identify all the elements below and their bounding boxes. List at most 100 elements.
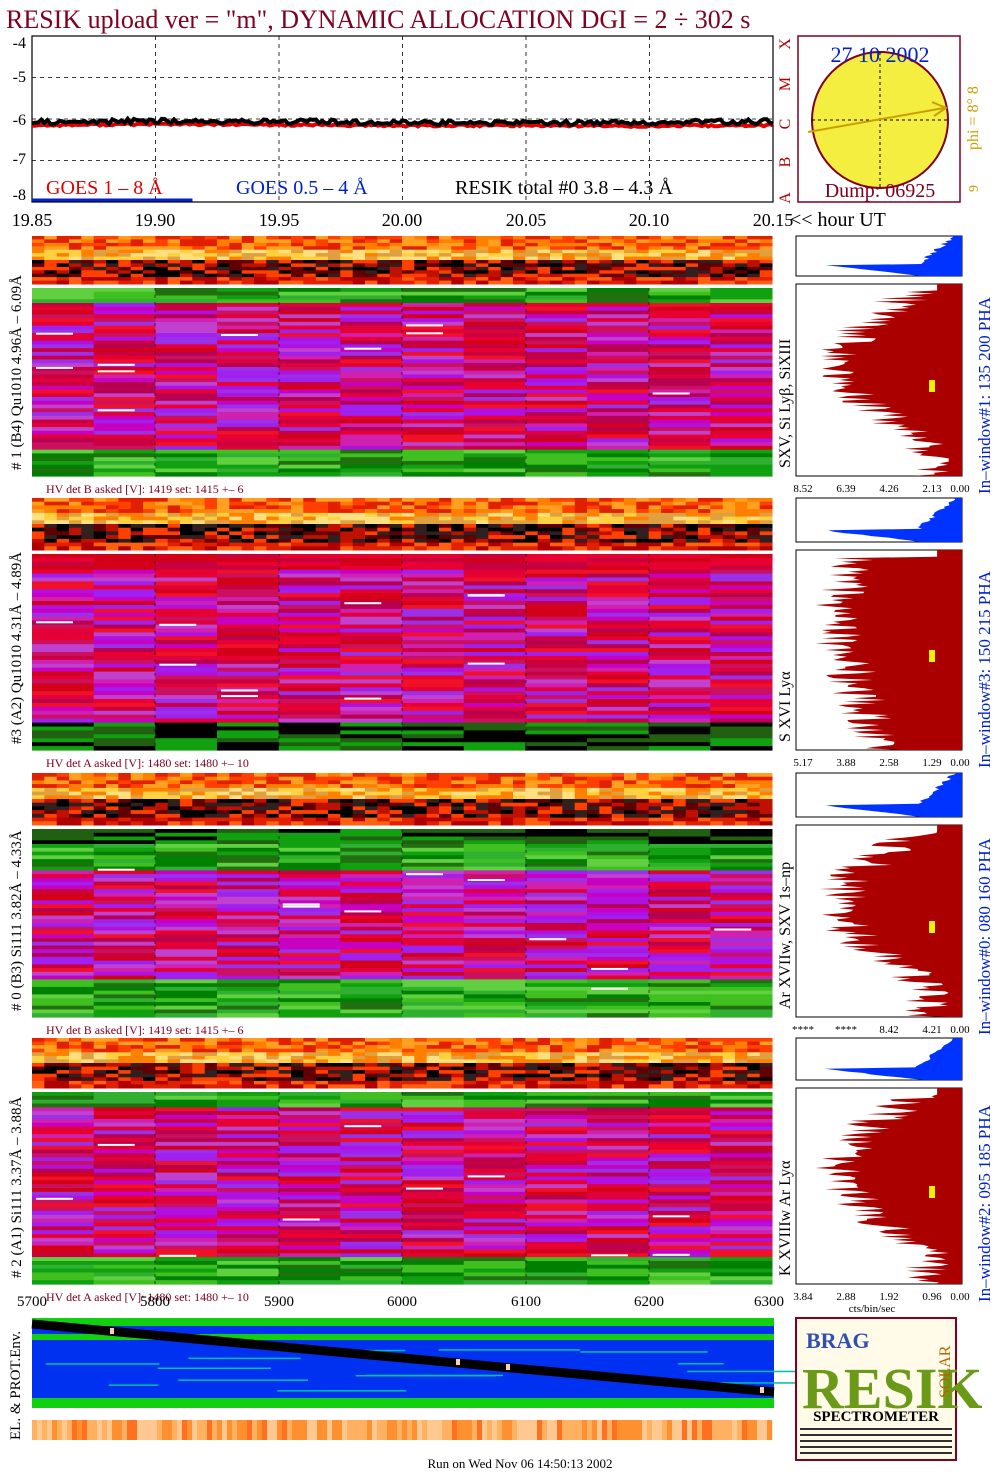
heat-cell	[266, 795, 279, 799]
spectrum-cell	[32, 998, 94, 1002]
heat-cell	[340, 803, 353, 807]
heat-cell	[698, 821, 711, 825]
spectrum-cell	[402, 644, 464, 649]
heat-cell	[118, 806, 131, 810]
heat-cell	[636, 806, 649, 810]
heat-cell	[254, 243, 267, 247]
heat-cell	[217, 792, 230, 796]
heat-cell	[488, 1045, 501, 1049]
spectrum-cell	[217, 668, 279, 673]
heat-cell	[686, 1063, 699, 1067]
heat-cell	[599, 539, 612, 543]
spectrum-cell	[340, 363, 402, 367]
heat-cell	[69, 810, 82, 814]
heat-cell	[575, 1049, 588, 1053]
spectrum-cell	[32, 719, 94, 724]
spectrum-cell	[217, 617, 279, 622]
spectrum-cell	[279, 848, 341, 852]
heat-cell	[439, 821, 452, 825]
heat-cell	[747, 788, 760, 792]
spectrum-cell	[464, 893, 526, 897]
heat-cell	[155, 1049, 168, 1053]
heat-cell	[464, 799, 477, 803]
spectrum-cell	[279, 923, 341, 927]
spectrum-cell	[94, 703, 156, 708]
heat-cell	[229, 502, 242, 506]
spectrum-cell	[402, 344, 464, 348]
heat-cell	[118, 513, 131, 517]
heat-cell	[217, 270, 230, 274]
heat-cell	[439, 1038, 452, 1042]
heat-cell	[365, 1042, 378, 1046]
upper-strip	[32, 236, 773, 285]
heat-cell	[118, 777, 131, 781]
heat-cell	[303, 1042, 316, 1046]
heat-cell	[599, 1063, 612, 1067]
spectrum-cell	[94, 420, 156, 424]
spectrum-cell	[649, 885, 711, 889]
heat-cell	[32, 257, 45, 261]
heat-cell	[44, 502, 57, 506]
spectrum-cell	[217, 326, 279, 330]
spectrum-cell	[155, 344, 217, 348]
heat-cell	[44, 267, 57, 271]
spectrum-cell	[587, 314, 649, 318]
spectrum-cell	[32, 416, 94, 420]
spectrum-cell	[464, 837, 526, 841]
spectrum-cell	[587, 1006, 649, 1010]
heat-cell	[451, 524, 464, 528]
heat-cell	[760, 818, 773, 822]
heat-cell	[698, 236, 711, 240]
heat-cell	[81, 1042, 94, 1046]
heat-cell	[180, 821, 193, 825]
heat-cell	[550, 239, 563, 243]
spectrum-cell	[464, 371, 526, 375]
spectrum-cell	[649, 621, 711, 626]
heat-cell	[451, 803, 464, 807]
spectrum-cell	[525, 570, 587, 575]
heat-cell	[390, 821, 403, 825]
heat-cell	[118, 250, 131, 254]
bright-line	[406, 332, 443, 334]
heat-cell	[217, 524, 230, 528]
heat-cell	[760, 821, 773, 825]
spectrum-cell	[279, 746, 341, 751]
heat-cell	[131, 513, 144, 517]
heat-cell	[377, 246, 390, 250]
heat-cell	[131, 524, 144, 528]
heat-cell	[636, 498, 649, 502]
heat-cell	[402, 505, 415, 509]
heat-cell	[525, 528, 538, 532]
spectrum-cell	[155, 589, 217, 594]
heat-cell	[131, 803, 144, 807]
heat-cell	[303, 263, 316, 267]
heat-cell	[562, 539, 575, 543]
heat-cell	[760, 799, 773, 803]
heat-cell	[673, 277, 686, 281]
heat-cell	[353, 509, 366, 513]
heat-cell	[501, 1052, 514, 1056]
heat-cell	[686, 274, 699, 278]
window-marker	[929, 650, 935, 662]
spectrum-cell	[94, 931, 156, 935]
heat-cell	[44, 520, 57, 524]
heat-cell	[538, 1056, 551, 1060]
spectrum-cell	[710, 378, 772, 382]
heat-cell	[402, 777, 415, 781]
heat-cell	[365, 803, 378, 807]
spectrum-cell	[710, 322, 772, 326]
spectrum-cell	[587, 617, 649, 622]
heat-cell	[291, 546, 304, 550]
heat-cell	[192, 263, 205, 267]
spectrum-cell	[649, 438, 711, 442]
heat-cell	[760, 509, 773, 513]
heat-cell	[550, 810, 563, 814]
heat-cell	[599, 806, 612, 810]
heat-cell	[44, 535, 57, 539]
heat-cell	[735, 253, 748, 257]
spectrum-cell	[402, 401, 464, 405]
heat-cell	[723, 795, 736, 799]
spectrum-cell	[340, 719, 402, 724]
heat-cell	[217, 1063, 230, 1067]
heat-cell	[488, 803, 501, 807]
